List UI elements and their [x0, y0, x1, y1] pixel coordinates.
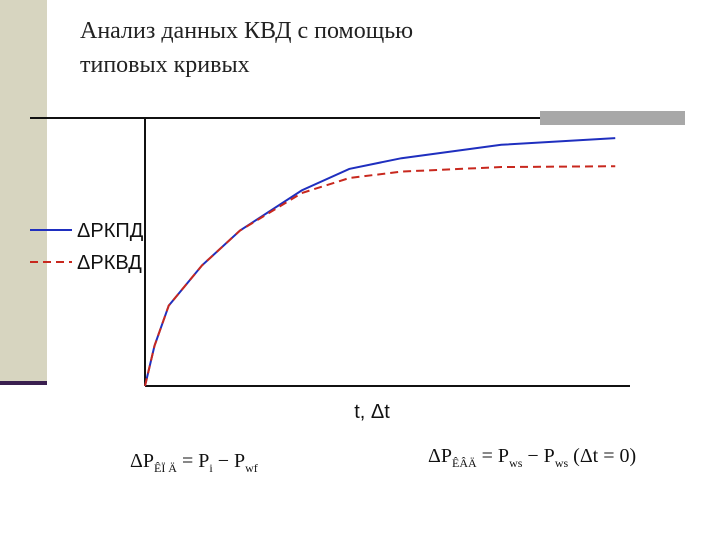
- formula-subscript: ÊÏ Ä: [154, 461, 177, 475]
- x-axis-label: t, Δt: [354, 401, 390, 423]
- formula-subscript: ws: [555, 456, 569, 470]
- series-line: [144, 165, 616, 387]
- formula: ΔPÊÏ Ä = Pi − Pwf: [130, 450, 258, 475]
- formula-part: ΔP: [428, 445, 452, 467]
- series-line: [144, 137, 616, 387]
- formula-subscript: ÊÂÄ: [452, 456, 477, 470]
- formula-subscript: ws: [509, 456, 523, 470]
- sidebar: [0, 0, 47, 383]
- formula-subscript: wf: [245, 461, 258, 475]
- formula-part: ΔP: [130, 450, 154, 472]
- formula-part: (Δt = 0): [568, 445, 636, 467]
- formula-part: = P: [477, 445, 509, 467]
- legend-label: ΔPКВД: [77, 252, 142, 274]
- formula-part: = P: [177, 450, 209, 472]
- title-line: типовых кривых: [80, 52, 250, 78]
- legend-label: ΔPКПД: [77, 220, 144, 242]
- title-line: Анализ данных КВД с помощью: [80, 18, 413, 44]
- formula-part: − P: [213, 450, 245, 472]
- sidebar-edge: [0, 381, 47, 385]
- formula: ΔPÊÂÄ = Pws − Pws (Δt = 0): [428, 445, 636, 470]
- formula-part: − P: [522, 445, 554, 467]
- divider-block: [540, 111, 685, 125]
- formula-subscript: i: [209, 461, 213, 475]
